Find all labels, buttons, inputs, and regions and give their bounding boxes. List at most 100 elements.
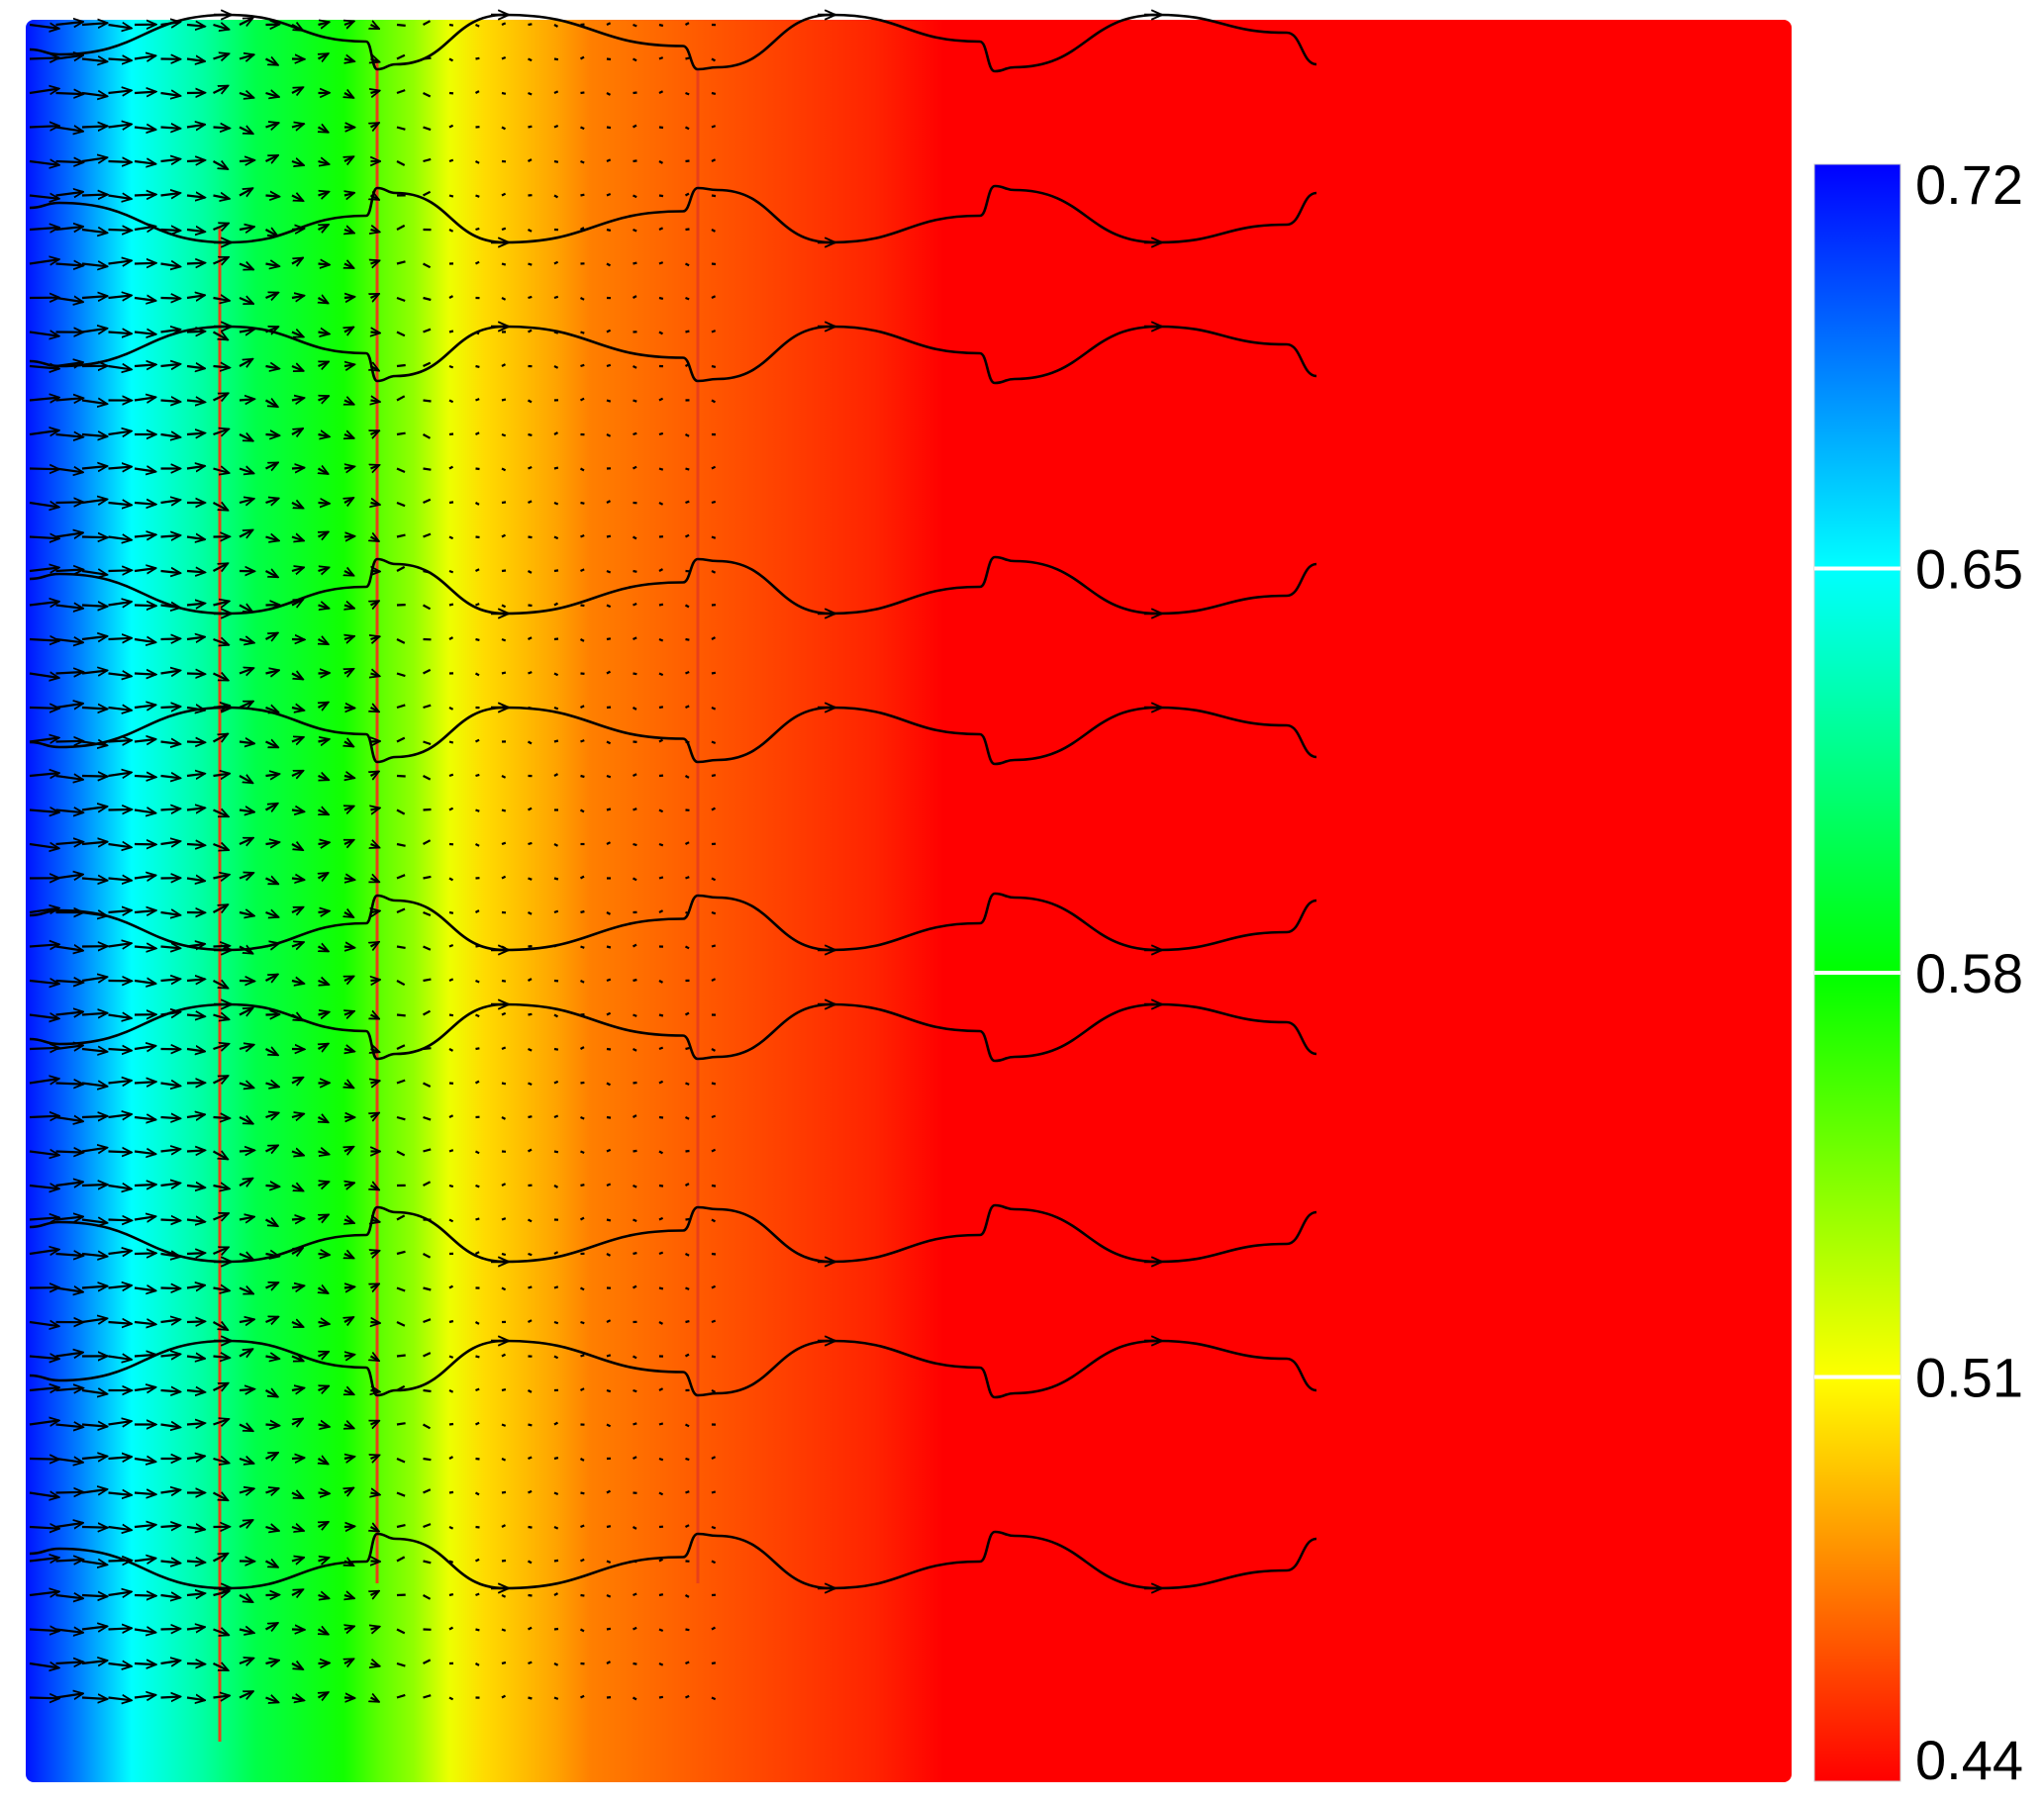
velocity-vector — [134, 981, 156, 984]
velocity-vector — [291, 1357, 304, 1362]
velocity-vector — [606, 1082, 612, 1087]
velocity-vector — [239, 93, 254, 98]
velocity-vector — [606, 92, 612, 96]
velocity-vector — [579, 467, 585, 472]
velocity-vector — [291, 124, 304, 127]
velocity-vector — [160, 159, 181, 161]
velocity-vector — [658, 56, 664, 60]
velocity-vector — [291, 1285, 305, 1287]
velocity-vector — [711, 636, 717, 640]
velocity-vector — [475, 1628, 480, 1632]
velocity-vector — [134, 1525, 156, 1527]
velocity-vector — [396, 1044, 406, 1050]
velocity-vector — [711, 1218, 717, 1223]
velocity-vector — [264, 633, 278, 640]
velocity-vector — [239, 17, 253, 25]
velocity-vector — [81, 636, 108, 639]
velocity-vector — [448, 1593, 454, 1597]
velocity-vector — [658, 1558, 664, 1563]
velocity-vector — [606, 1183, 612, 1187]
velocity-vector — [423, 807, 432, 811]
velocity-vector — [239, 1595, 253, 1602]
velocity-vector — [448, 1218, 454, 1223]
velocity-vector — [606, 534, 612, 538]
velocity-vector — [81, 1084, 108, 1087]
velocity-vector — [396, 704, 406, 710]
velocity-vector — [606, 1593, 612, 1598]
velocity-vector — [81, 1116, 108, 1117]
velocity-vector — [580, 774, 585, 779]
velocity-vector — [343, 1698, 355, 1699]
velocity-vector — [291, 196, 303, 202]
streamline — [29, 1203, 1317, 1264]
velocity-vector — [265, 499, 279, 503]
velocity-vector — [474, 1491, 480, 1496]
velocity-vector — [29, 1630, 59, 1632]
velocity-vector — [55, 93, 84, 94]
velocity-vector — [685, 637, 690, 641]
velocity-vector — [291, 366, 304, 371]
velocity-vector — [291, 1589, 303, 1595]
velocity-vector — [291, 258, 303, 264]
velocity-vector — [81, 93, 108, 96]
velocity-vector — [291, 1527, 304, 1531]
velocity-vector — [291, 1152, 304, 1156]
velocity-vector — [711, 877, 717, 882]
velocity-vector — [55, 227, 84, 230]
velocity-vector — [422, 262, 432, 269]
velocity-vector — [344, 1425, 354, 1429]
velocity-vector — [213, 1419, 230, 1425]
velocity-vector — [658, 1150, 664, 1155]
velocity-vector — [344, 230, 354, 234]
velocity-vector — [134, 910, 156, 912]
velocity-vector — [213, 25, 230, 30]
velocity-vector — [501, 1353, 507, 1358]
velocity-vector — [108, 740, 133, 741]
velocity-vector — [501, 398, 507, 402]
velocity-vector — [580, 1524, 585, 1529]
velocity-vector — [134, 1322, 156, 1324]
velocity-vector — [528, 1082, 533, 1087]
velocity-vector — [606, 1354, 612, 1358]
velocity-vector — [371, 600, 380, 605]
velocity-vector — [633, 1388, 637, 1393]
velocity-vector — [580, 1081, 585, 1085]
velocity-vector — [685, 841, 690, 845]
velocity-vector — [475, 1525, 480, 1529]
velocity-vector — [685, 1217, 690, 1221]
velocity-vector — [318, 842, 330, 844]
velocity-vector — [265, 708, 279, 712]
velocity-vector — [108, 230, 133, 231]
velocity-vector — [580, 1150, 585, 1155]
velocity-vector — [580, 159, 585, 164]
velocity-vector — [81, 1013, 108, 1015]
velocity-vector — [344, 1084, 353, 1089]
velocity-vector — [29, 1698, 59, 1699]
velocity-vector — [319, 1044, 329, 1049]
velocity-vector — [580, 193, 585, 197]
velocity-vector — [711, 535, 717, 539]
velocity-vector — [291, 1663, 303, 1669]
velocity-vector — [134, 1288, 156, 1291]
velocity-vector — [501, 1116, 507, 1120]
velocity-vector — [396, 565, 406, 572]
velocity-vector — [213, 1015, 230, 1020]
velocity-vector — [160, 1354, 181, 1356]
velocity-vector — [396, 1250, 406, 1256]
velocity-vector — [633, 1661, 637, 1665]
velocity-vector — [553, 1251, 559, 1255]
velocity-vector — [580, 1184, 585, 1187]
velocity-vector — [29, 1527, 59, 1529]
velocity-vector — [55, 1217, 84, 1220]
velocity-vector — [658, 1422, 664, 1426]
velocity-vector — [160, 776, 181, 778]
velocity-vector — [528, 877, 533, 881]
velocity-vector — [423, 399, 432, 403]
velocity-vector — [160, 193, 181, 196]
velocity-vector — [371, 332, 381, 333]
velocity-vector — [633, 978, 637, 983]
velocity-vector — [475, 227, 480, 232]
velocity-vector — [371, 772, 379, 777]
velocity-vector — [553, 1627, 559, 1631]
velocity-vector — [81, 401, 107, 405]
